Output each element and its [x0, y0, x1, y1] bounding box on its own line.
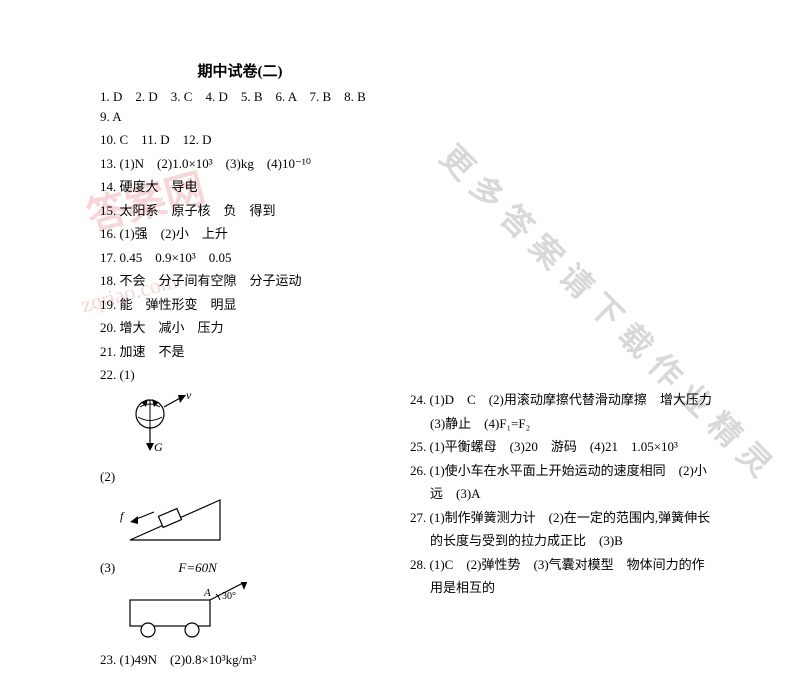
answer-line: 用是相互的: [410, 578, 770, 598]
figure-2-label: (2): [100, 467, 380, 487]
answer-line: 28. (1)C (2)弹性势 (3)气囊对模型 物体间力的作: [410, 555, 770, 575]
velocity-label: v: [186, 389, 192, 402]
angle-label: 30°: [222, 591, 236, 602]
ball-diagram-icon: v G: [120, 389, 200, 459]
force-label: F=60N: [178, 560, 216, 575]
answer-line: 13. (1)N (2)1.0×10³ (3)kg (4)10⁻¹⁰: [100, 154, 380, 174]
answer-line: 26. (1)使小车在水平面上开始运动的速度相同 (2)小: [410, 461, 770, 481]
answer-line: 21. 加速 不是: [100, 342, 380, 362]
answer-line: 27. (1)制作弹簧测力计 (2)在一定的范围内,弹簧伸长: [410, 508, 770, 528]
incline-diagram-icon: f: [120, 490, 230, 550]
answer-line: 23. (1)49N (2)0.8×10³kg/m³: [100, 650, 380, 670]
answer-line: 14. 硬度大 导电: [100, 177, 380, 197]
gravity-label: G: [154, 440, 163, 454]
left-column: 期中试卷(二) 1. D 2. D 3. C 4. D 5. B 6. A 7.…: [100, 60, 380, 673]
figure-1: v G: [120, 389, 380, 463]
friction-label: f: [120, 509, 125, 523]
answer-line: 22. (1): [100, 365, 380, 385]
exam-title: 期中试卷(二): [100, 60, 380, 81]
answer-line: 17. 0.45 0.9×10³ 0.05: [100, 248, 380, 268]
figure-3-label: (3) F=60N: [100, 558, 380, 578]
figure-2: f: [120, 490, 380, 554]
fig3-num: (3): [100, 560, 115, 575]
answer-line: 16. (1)强 (2)小 上升: [100, 224, 380, 244]
answer-line: 18. 不会 分子间有空隙 分子运动: [100, 271, 380, 291]
answer-line: 19. 能 弹性形变 明显: [100, 295, 380, 315]
figure-3: A 30°: [120, 582, 380, 646]
fig2-num: (2): [100, 469, 115, 484]
answer-line: (3)静止 (4)F₁=F₂: [410, 414, 770, 434]
answer-line: 的长度与受到的拉力成正比 (3)B: [410, 531, 770, 551]
right-column: 24. (1)D C (2)用滚动摩擦代替滑动摩擦 增大压力 (3)静止 (4)…: [410, 390, 770, 602]
answer-line: 10. C 11. D 12. D: [100, 130, 380, 150]
answer-line: 15. 太阳系 原子核 负 得到: [100, 201, 380, 221]
answer-line: 25. (1)平衡螺母 (3)20 游码 (4)21 1.05×10³: [410, 437, 770, 457]
answer-line: 1. D 2. D 3. C 4. D 5. B 6. A 7. B 8. B …: [100, 87, 380, 126]
point-a-label: A: [203, 587, 211, 599]
answer-line: 24. (1)D C (2)用滚动摩擦代替滑动摩擦 增大压力: [410, 390, 770, 410]
answer-line: 远 (3)A: [410, 484, 770, 504]
page: 更多答案请下载作业精灵 答案网 zqriao.com 期中试卷(二) 1. D …: [0, 0, 800, 658]
answer-line: 20. 增大 减小 压力: [100, 318, 380, 338]
cart-diagram-icon: A 30°: [120, 582, 260, 642]
